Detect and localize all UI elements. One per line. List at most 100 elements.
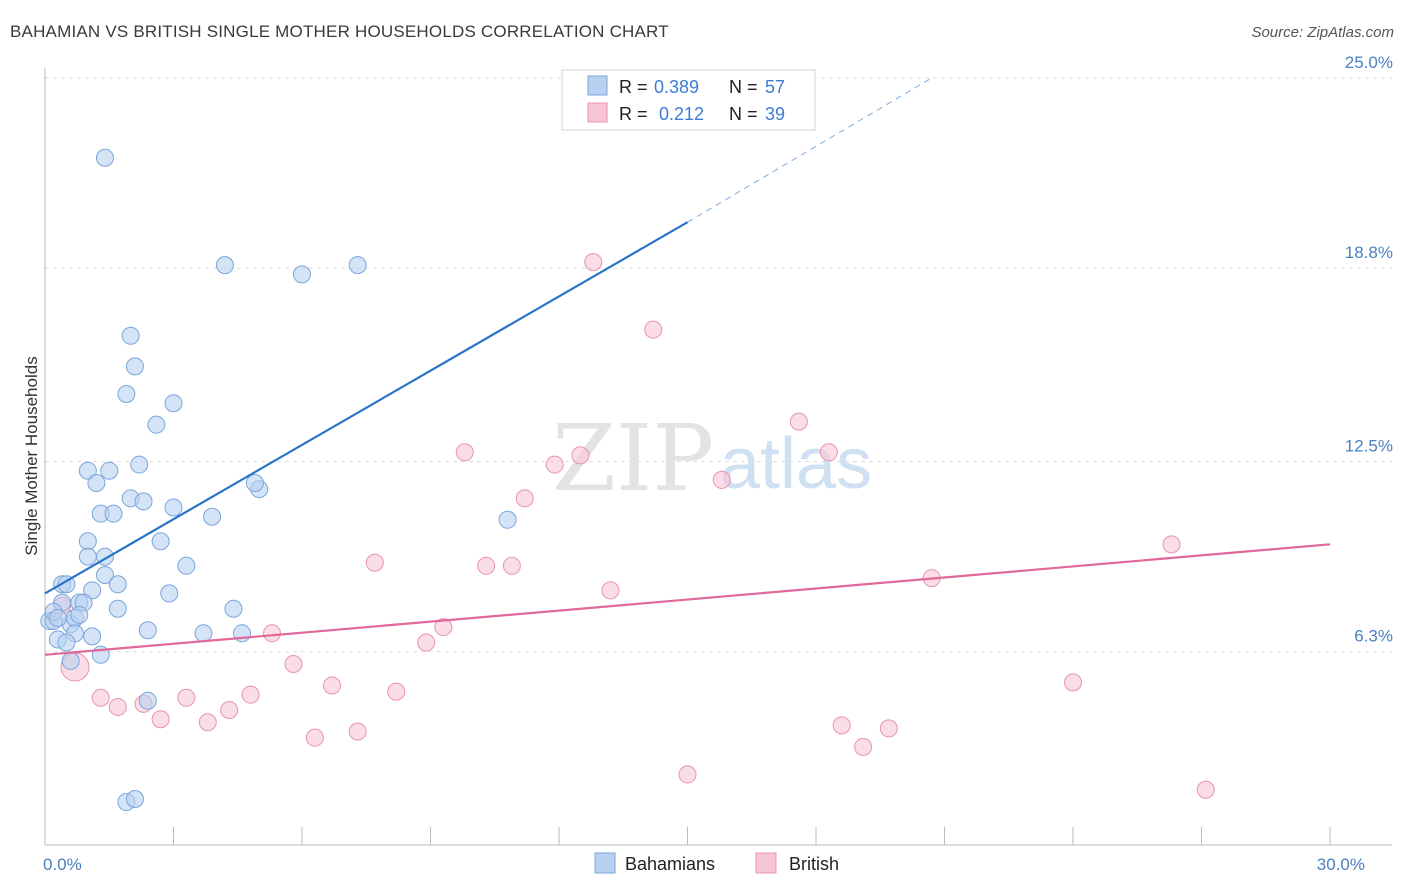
british-point-2	[789, 412, 808, 431]
bahamian-point-0	[95, 148, 114, 167]
british-point-22	[91, 688, 110, 707]
british-point-33	[348, 722, 367, 741]
bahamian-point-44	[194, 624, 213, 643]
british-points	[53, 253, 1215, 799]
british-point-3	[819, 443, 838, 462]
british-point-17	[417, 633, 436, 652]
x-tick-label-1: 30.0%	[1317, 855, 1365, 874]
bahamian-point-21	[498, 510, 517, 529]
british-point-4	[455, 443, 474, 462]
british-point-32	[305, 728, 324, 747]
british-point-12	[502, 556, 521, 575]
british-point-29	[198, 713, 217, 732]
british-point-20	[387, 682, 406, 701]
british-point-18	[284, 654, 303, 673]
trend-lines	[44, 77, 1331, 656]
bahamian-point-56	[48, 608, 67, 627]
bahamian-point-7	[164, 394, 183, 413]
legend-box: R = 0.389 N = 57 R = 0.212 N = 39	[561, 69, 816, 131]
legend-n-label-1: N =	[729, 77, 758, 97]
bahamian-point-3	[348, 256, 367, 275]
legend-swatch-british	[587, 102, 608, 123]
british-point-7	[712, 470, 731, 489]
british-point-25	[108, 697, 127, 716]
bahamian-point-23	[151, 532, 170, 551]
grid-lines	[45, 77, 1392, 653]
bahamian-point-52	[138, 691, 157, 710]
bahamian-point-2	[293, 265, 311, 284]
x-tick-label-0: 0.0%	[43, 855, 82, 874]
bahamian-point-9	[78, 461, 97, 480]
british-point-19	[322, 676, 341, 695]
british-point-27	[220, 701, 239, 720]
bahamian-point-22	[78, 532, 97, 551]
british-point-11	[477, 556, 496, 575]
bahamian-point-43	[138, 621, 157, 640]
british-point-14	[601, 581, 620, 600]
bottom-legend-swatch-british	[755, 852, 777, 874]
british-point-23	[177, 688, 196, 707]
british-point-15	[434, 618, 453, 637]
british-point-1	[644, 320, 663, 339]
british-point-36	[1196, 780, 1215, 799]
bahamian-point-29	[57, 575, 76, 594]
y-tick-label-3: 25.0%	[1345, 53, 1393, 72]
legend-swatch-bahamians	[587, 75, 608, 96]
bahamian-point-11	[130, 455, 149, 474]
watermark-atlas: atlas	[720, 424, 872, 504]
bottom-legend: Bahamians British	[594, 852, 839, 874]
source-credit: Source: ZipAtlas.com	[1251, 24, 1394, 41]
bahamian-point-6	[117, 385, 136, 404]
bahamian-point-10	[100, 461, 119, 480]
legend-n-value-2: 39	[765, 104, 785, 124]
bahamian-point-26	[177, 556, 196, 575]
bahamian-trend-extension	[687, 77, 932, 223]
bahamian-point-16	[134, 492, 153, 511]
y-tick-label-2: 18.8%	[1345, 243, 1393, 262]
bahamian-point-8	[147, 415, 166, 434]
british-point-10	[365, 553, 384, 572]
bahamian-point-36	[108, 599, 127, 618]
british-point-9	[1162, 535, 1181, 554]
bahamian-point-4	[121, 326, 140, 345]
bahamian-point-27	[95, 566, 114, 585]
british-point-35	[678, 765, 697, 784]
bahamian-point-37	[224, 599, 243, 618]
british-point-0	[584, 253, 603, 272]
british-point-28	[151, 710, 170, 729]
legend-r-value-1: 0.389	[654, 77, 699, 97]
legend-n-label-2: N =	[729, 104, 758, 124]
bottom-legend-swatch-bahamians	[594, 852, 616, 874]
legend-r-label-1: R =	[619, 77, 648, 97]
british-point-30	[832, 716, 851, 735]
legend-r-value-2: 0.212	[659, 104, 704, 124]
bottom-legend-british: British	[789, 854, 839, 874]
bahamian-point-49	[57, 633, 76, 652]
bahamian-point-14	[245, 473, 264, 492]
bahamian-point-24	[78, 547, 97, 566]
bahamian-point-32	[160, 584, 179, 603]
bahamian-point-51	[61, 651, 80, 670]
tick-labels: 6.3% 12.5% 18.8% 25.0% 0.0% 30.0%	[43, 53, 1393, 874]
bahamian-point-12	[87, 473, 106, 492]
british-point-31	[879, 719, 898, 738]
bottom-legend-bahamians: Bahamians	[625, 854, 715, 874]
y-tick-label-1: 12.5%	[1345, 437, 1393, 456]
british-trend-line	[44, 543, 1331, 656]
british-point-21	[1064, 673, 1082, 692]
legend-n-value-1: 57	[765, 77, 785, 97]
british-point-8	[515, 489, 534, 508]
legend-r-label-2: R =	[619, 104, 648, 124]
bahamian-point-54	[125, 789, 144, 808]
bahamian-point-42	[70, 605, 89, 624]
bahamian-point-31	[83, 581, 102, 600]
bahamian-point-30	[108, 575, 127, 594]
british-point-24	[241, 685, 260, 704]
bahamian-point-5	[125, 357, 144, 376]
y-axis-label: Single Mother Households	[22, 356, 41, 555]
bahamian-trend-line	[44, 221, 689, 595]
british-point-5	[545, 455, 564, 474]
bahamian-point-20	[203, 507, 222, 526]
british-point-6	[571, 446, 590, 465]
